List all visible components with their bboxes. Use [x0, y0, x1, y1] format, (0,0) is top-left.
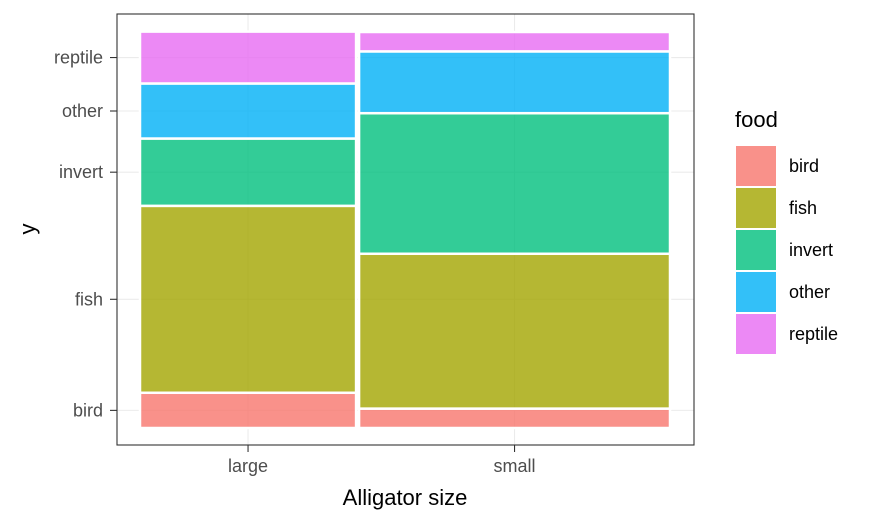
legend-key-other [734, 270, 778, 314]
legend-title: food [735, 107, 778, 132]
mosaic-tile-large-bird [138, 391, 358, 430]
legend-label-bird: bird [789, 156, 819, 176]
y-axis-tick-labels: bird fish invert other reptile [54, 48, 103, 421]
legend-label-other: other [789, 282, 830, 302]
legend-label-invert: invert [789, 240, 833, 260]
mosaic-tile-small-reptile [357, 30, 672, 53]
legend-key-reptile [734, 312, 778, 356]
legend-key-bird [734, 144, 778, 188]
mosaic-tile-small-invert [357, 111, 672, 256]
mosaic-tile-large-reptile [138, 30, 358, 85]
y-axis-title: y [15, 224, 40, 235]
x-tick-label-large: large [228, 456, 268, 476]
legend-label-reptile: reptile [789, 324, 838, 344]
y-tick-label-fish: fish [75, 289, 103, 309]
mosaic-tile-large-fish [138, 204, 358, 395]
mosaic-tile-large-other [138, 82, 358, 140]
legend-key-invert [734, 228, 778, 272]
plot-tiles [138, 30, 672, 430]
y-axis-ticks [110, 56, 117, 411]
mosaic-tile-small-fish [357, 252, 672, 410]
legend-key-fish [734, 186, 778, 230]
x-axis-tick-labels: large small [228, 456, 536, 476]
mosaic-tile-small-bird [357, 407, 672, 430]
plot-panel-border [116, 13, 695, 446]
y-tick-label-invert: invert [59, 162, 103, 182]
y-tick-label-reptile: reptile [54, 48, 103, 68]
x-tick-label-small: small [494, 456, 536, 476]
x-axis-ticks [247, 445, 516, 452]
x-axis-title: Alligator size [343, 485, 468, 510]
y-tick-label-bird: bird [73, 400, 103, 420]
legend: food bird fish invert other reptile [734, 107, 838, 356]
legend-label-fish: fish [789, 198, 817, 218]
mosaic-tile-small-other [357, 50, 672, 115]
y-tick-label-other: other [62, 101, 103, 121]
mosaic-tile-large-invert [138, 137, 358, 208]
